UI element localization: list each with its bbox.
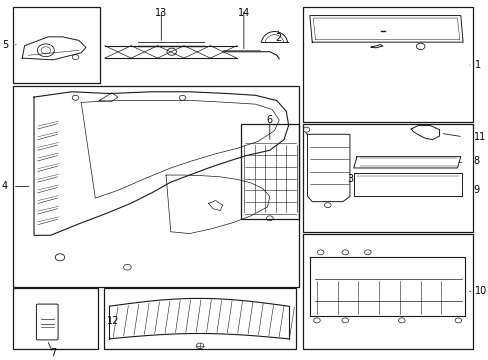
Text: 5: 5 bbox=[2, 40, 8, 50]
Text: 9: 9 bbox=[472, 185, 479, 195]
Text: 1: 1 bbox=[474, 60, 480, 70]
Text: 11: 11 bbox=[472, 132, 485, 142]
Text: 8: 8 bbox=[472, 156, 479, 166]
Text: 2: 2 bbox=[275, 32, 281, 42]
Text: 12: 12 bbox=[107, 316, 119, 326]
Text: 13: 13 bbox=[155, 9, 167, 18]
Text: 6: 6 bbox=[266, 115, 272, 125]
Text: 10: 10 bbox=[474, 286, 486, 296]
Text: 4: 4 bbox=[2, 181, 8, 192]
Text: 14: 14 bbox=[237, 9, 249, 18]
Text: 3: 3 bbox=[347, 174, 353, 184]
Text: 7: 7 bbox=[50, 348, 56, 358]
